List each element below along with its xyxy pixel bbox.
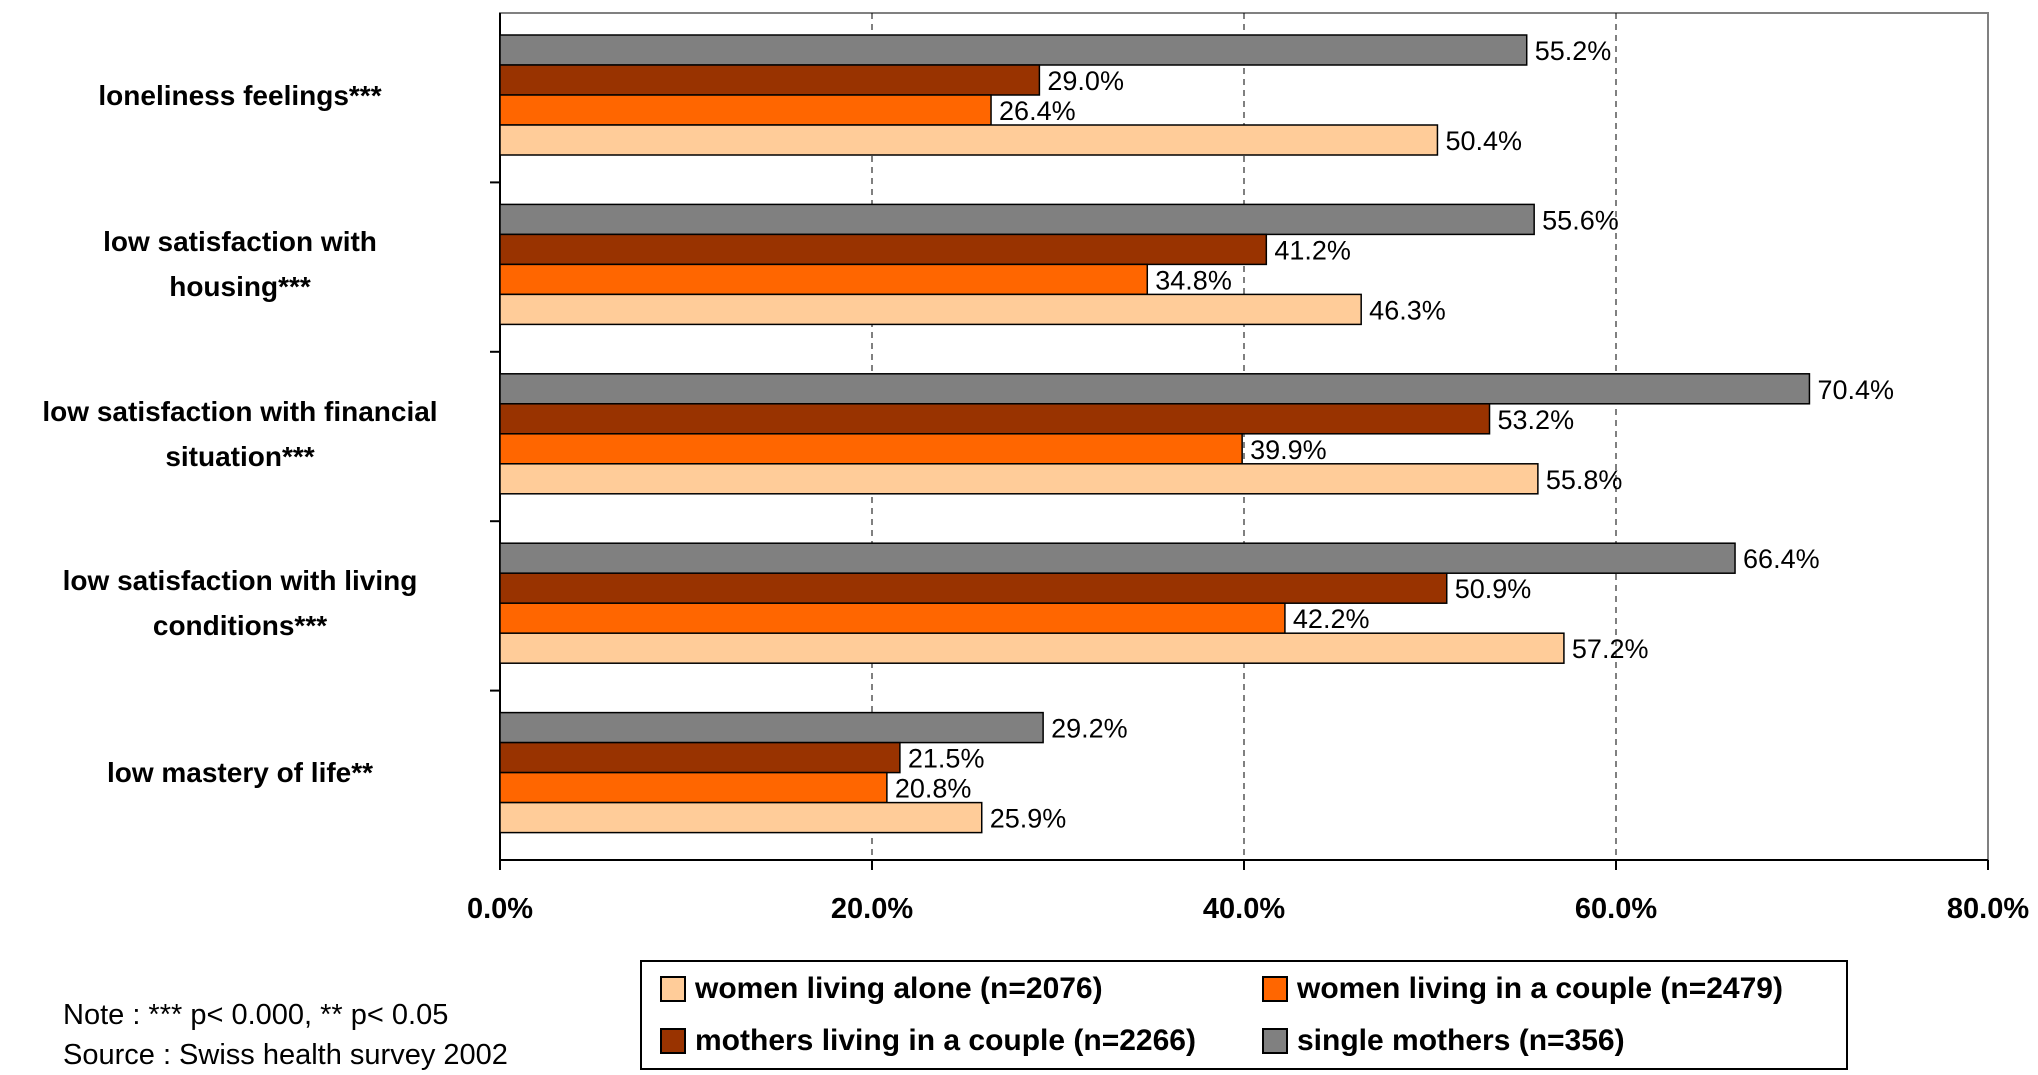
- bar: [499, 771, 888, 804]
- data-label: 55.8%: [1546, 465, 1623, 495]
- bar: [499, 373, 1811, 405]
- x-tick-label: 60.0%: [1575, 893, 1657, 925]
- data-label: 42.2%: [1293, 604, 1370, 634]
- data-label: 26.4%: [999, 96, 1076, 126]
- significance-note: Note : *** p< 0.000, ** p< 0.05: [63, 999, 449, 1031]
- data-label: 39.9%: [1250, 435, 1327, 465]
- category-label: low satisfaction with financial situation…: [5, 389, 475, 479]
- legend-label: women living in a couple (n=2479): [1297, 972, 1783, 1005]
- legend-item: women living in a couple (n=2479): [1262, 972, 1783, 1006]
- category-label: low satisfaction with housing***: [5, 219, 475, 309]
- legend-label: single mothers (n=356): [1297, 1024, 1625, 1057]
- data-label: 55.6%: [1542, 205, 1619, 235]
- bar: [499, 203, 1535, 236]
- bar: [499, 741, 901, 774]
- x-tick-label: 40.0%: [1203, 893, 1285, 925]
- data-label: 29.0%: [1047, 66, 1124, 96]
- bar: [499, 572, 1448, 604]
- legend-swatch: [1262, 976, 1288, 1002]
- category-label-line: low satisfaction with financial: [42, 395, 438, 427]
- data-label: 21.5%: [908, 744, 985, 774]
- bar: [499, 801, 983, 834]
- data-label: 46.3%: [1369, 295, 1446, 325]
- category-label-line: housing***: [169, 271, 311, 303]
- legend-item: single mothers (n=356): [1262, 1024, 1625, 1058]
- data-label: 57.2%: [1572, 634, 1649, 664]
- bar: [499, 711, 1044, 744]
- category-label: loneliness feelings***: [5, 73, 475, 118]
- legend-swatch: [660, 976, 686, 1002]
- data-label: 66.4%: [1743, 544, 1820, 574]
- category-label: low mastery of life**: [5, 750, 475, 795]
- legend-swatch: [660, 1028, 686, 1054]
- source-note: Source : Swiss health survey 2002: [63, 1039, 508, 1071]
- data-label: 53.2%: [1498, 405, 1575, 435]
- bar: [499, 293, 1362, 326]
- data-label: 50.9%: [1455, 574, 1532, 604]
- bar: [499, 403, 1491, 435]
- category-label-line: loneliness feelings***: [98, 79, 382, 111]
- category-label-line: situation***: [165, 440, 315, 472]
- data-label: 34.8%: [1155, 265, 1232, 295]
- data-label: 70.4%: [1817, 375, 1894, 405]
- category-label-line: low mastery of life**: [106, 757, 374, 789]
- bar: [499, 124, 1439, 156]
- bar: [499, 64, 1041, 96]
- category-label-line: conditions***: [152, 610, 328, 642]
- x-tick-label: 20.0%: [831, 893, 913, 925]
- category-label-line: low satisfaction with living: [62, 565, 418, 597]
- data-label: 41.2%: [1274, 235, 1351, 265]
- legend-swatch: [1262, 1028, 1288, 1054]
- category-label-line: low satisfaction with: [103, 226, 377, 258]
- legend-label: women living alone (n=2076): [695, 972, 1103, 1005]
- bar: [499, 632, 1565, 664]
- bar: [499, 34, 1528, 66]
- note-block: Note : *** p< 0.000, ** p< 0.05 Source :…: [63, 995, 508, 1075]
- x-tick-label: 80.0%: [1947, 893, 2029, 925]
- legend-label: mothers living in a couple (n=2266): [695, 1024, 1196, 1057]
- bar: [499, 233, 1268, 266]
- bar: [499, 433, 1243, 465]
- bar: [499, 463, 1539, 495]
- legend-item: women living alone (n=2076): [660, 972, 1103, 1006]
- data-label: 55.2%: [1535, 36, 1612, 66]
- category-label: low satisfaction with living conditions**…: [5, 558, 475, 648]
- data-label: 50.4%: [1445, 126, 1522, 156]
- bar: [499, 263, 1149, 296]
- bar: [499, 542, 1736, 574]
- data-label: 25.9%: [990, 804, 1067, 834]
- data-label: 20.8%: [895, 774, 972, 804]
- bar: [499, 94, 992, 126]
- bar: [499, 602, 1286, 634]
- x-tick-label: 0.0%: [467, 893, 533, 925]
- legend: women living alone (n=2076) women living …: [640, 960, 1848, 1070]
- data-label: 29.2%: [1051, 714, 1128, 744]
- legend-item: mothers living in a couple (n=2266): [660, 1024, 1196, 1058]
